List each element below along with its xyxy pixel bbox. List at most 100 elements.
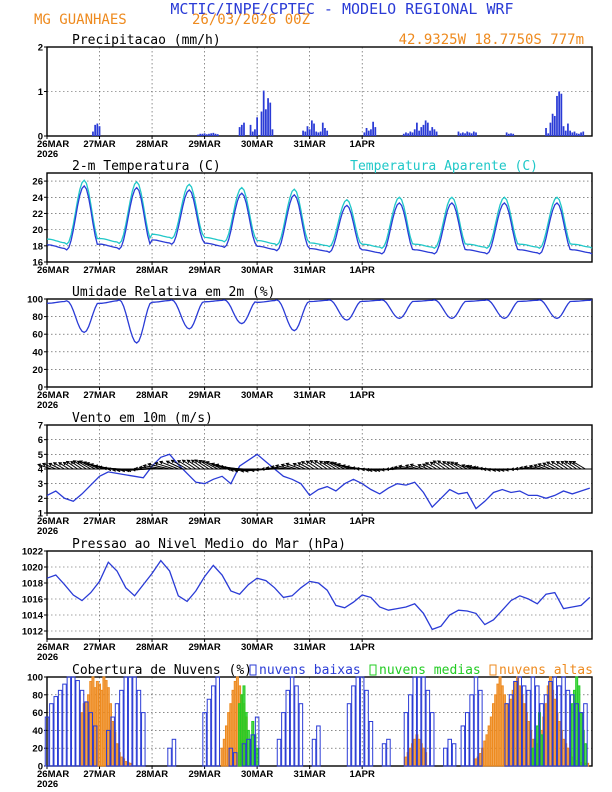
precip-bar: [433, 129, 436, 136]
wind-arrow: [79, 460, 96, 470]
cloud-bar-nuvens-altas: [557, 721, 561, 767]
wind-arrow: [398, 465, 415, 470]
wind-arrow-head: [336, 462, 341, 467]
wind-arrow-head: [332, 462, 337, 466]
cloud-bar-nuvens-baixas: [92, 725, 98, 767]
precip-bar: [402, 133, 405, 136]
cloud-bar-nuvens-altas: [100, 689, 104, 767]
cloud-bar-nuvens-baixas: [416, 676, 422, 767]
y-tick-label: 0: [38, 762, 43, 773]
wind-arrow-head: [127, 468, 132, 473]
wind-arrow-head: [219, 464, 224, 469]
precip-bar: [372, 121, 374, 136]
y-tick-label: 4: [38, 465, 44, 476]
x-date-label: 27MAR: [83, 139, 115, 150]
cloud-bar-nuvens-altas: [404, 756, 408, 767]
cloud-bar-nuvens-baixas: [57, 689, 63, 767]
precip-bar: [510, 133, 512, 136]
wind-arrow: [42, 463, 56, 470]
cloud-bar-nuvens-baixas: [556, 685, 562, 767]
precip-bar: [553, 115, 556, 136]
wind-arrow-head: [102, 466, 107, 471]
wind-arrow-head: [398, 464, 403, 469]
cloud-bar-nuvens-baixas: [543, 694, 549, 767]
precip-bar: [203, 133, 206, 136]
wind-arrow: [159, 461, 179, 470]
cloud-bar-nuvens-altas: [478, 753, 482, 767]
precip-bar: [199, 133, 202, 136]
precip-bar: [308, 129, 311, 136]
y-tick-label: 100: [27, 295, 43, 306]
x-date-label: 30MAR: [241, 139, 273, 150]
cloud-bar-nuvens-baixas: [171, 738, 177, 767]
precip-bar: [313, 123, 315, 136]
wind-arrow-head: [568, 460, 573, 465]
cloud-bar-nuvens-baixas: [504, 703, 509, 767]
wind-arrow-head: [210, 462, 215, 467]
wind-arrow: [454, 462, 468, 470]
y-tick-label: 1: [38, 87, 44, 98]
wind-arrow-head: [518, 466, 523, 470]
x-date-label: 26MAR: [37, 769, 69, 780]
wind-title: Vento em 10m (m/s): [72, 411, 213, 426]
cloud-bar-nuvens-baixas: [548, 680, 553, 767]
x-year-label: 2026: [37, 526, 58, 537]
precip-bar: [370, 129, 372, 136]
x-date-label: 1APR: [350, 642, 375, 653]
wind-arrow-head: [472, 465, 477, 470]
precip-bar: [556, 95, 558, 136]
rh-title: Umidade Relativa em 2m (%): [72, 285, 276, 300]
cloud-bar-nuvens-altas: [233, 680, 237, 767]
cloud-bar-nuvens-altas: [485, 734, 489, 767]
wind-arrow: [333, 462, 350, 470]
precip-bar: [475, 132, 477, 136]
wind-arrow-head: [325, 460, 330, 465]
cloud-bar-nuvens-baixas: [123, 676, 129, 767]
wind-arrow-head: [425, 462, 429, 466]
cloud-bar-nuvens-baixas: [565, 689, 571, 767]
cloud-bar-nuvens-altas: [492, 703, 495, 767]
cloud-bar-nuvens-altas: [93, 687, 97, 767]
wind-arrow: [143, 465, 166, 470]
precip-bar: [271, 129, 274, 136]
wind-arrow-head: [159, 460, 164, 465]
cloud-bar-nuvens-medias: [251, 721, 255, 767]
cloud-bar-nuvens-baixas: [447, 738, 452, 767]
x-date-label: 28MAR: [136, 265, 168, 276]
wind-arrow: [564, 460, 577, 470]
cloud-bar-nuvens-baixas: [574, 703, 579, 767]
cloud-bar-nuvens-medias: [583, 743, 587, 767]
wind-arrow: [422, 463, 433, 470]
cloud-bar-nuvens-baixas: [429, 712, 435, 767]
wind-arrow-head: [446, 461, 451, 465]
cloud-bar-nuvens-baixas: [206, 698, 212, 767]
cloud-bar-nuvens-baixas: [294, 685, 299, 767]
cloud-bar-nuvens-altas: [518, 685, 522, 767]
precip-bar: [365, 127, 368, 136]
precip-bar: [321, 122, 324, 136]
x-date-label: 1APR: [350, 769, 375, 780]
precip-bar: [575, 133, 578, 136]
wind-arrow-head: [454, 462, 459, 466]
cloud-bar-nuvens-baixas: [473, 676, 479, 767]
wind-arrow-head: [478, 466, 483, 471]
precip-bar: [210, 133, 213, 136]
x-date-label: 30MAR: [241, 265, 273, 276]
precip-bar: [505, 132, 508, 136]
wind-arrow-head: [421, 463, 426, 467]
wind-arrow-head: [201, 460, 206, 464]
precip-bar: [302, 130, 304, 136]
cloud-bar-nuvens-altas: [509, 698, 513, 767]
cloud-bar-nuvens-altas: [98, 683, 102, 767]
wind-arrow-head: [417, 464, 422, 468]
wind-arrow: [418, 464, 429, 470]
wind-arrow-head: [514, 466, 519, 471]
wind-arrow: [297, 462, 310, 470]
wind-arrow-head: [372, 468, 377, 473]
cloud-bar-nuvens-baixas: [79, 689, 85, 767]
cloud-bar-nuvens-baixas: [351, 685, 356, 767]
precip-bar: [251, 131, 254, 136]
cloud-bar-nuvens-baixas: [246, 738, 251, 767]
x-date-label: 31MAR: [294, 390, 326, 401]
precip-bar: [315, 131, 318, 136]
